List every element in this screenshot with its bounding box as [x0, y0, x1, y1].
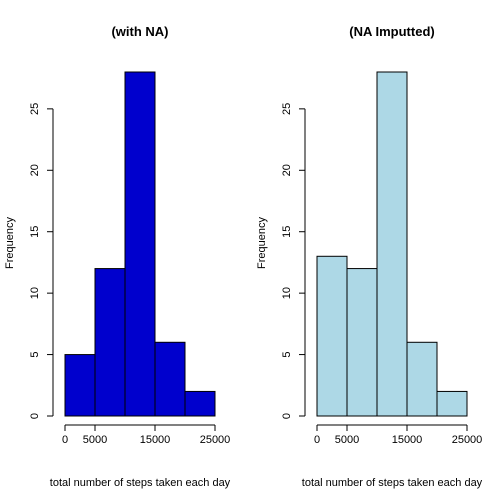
y-tick-label: 20: [281, 164, 293, 176]
histogram-bar: [155, 342, 185, 416]
histogram-bar: [95, 269, 125, 416]
x-tick-label: 25000: [452, 434, 483, 446]
x-axis-label: total number of steps taken each day: [50, 477, 231, 489]
y-axis-label: Frequency: [4, 217, 16, 269]
histogram-bar: [65, 355, 95, 416]
x-tick-label: 15000: [392, 434, 423, 446]
histogram-bar: [317, 256, 347, 416]
bars-group: [317, 72, 467, 416]
histogram-bar: [185, 391, 215, 416]
y-tick-label: 5: [29, 352, 41, 358]
histogram-bar: [347, 269, 377, 416]
histogram-bar: [437, 391, 467, 416]
x-tick-label: 5000: [335, 434, 359, 446]
panel-with-na: (with NA) total number of steps taken ea…: [4, 24, 231, 489]
x-tick-label: 25000: [200, 434, 231, 446]
x-tick-label: 0: [62, 434, 68, 446]
y-tick-label: 25: [29, 103, 41, 115]
y-axis-label: Frequency: [256, 217, 268, 269]
y-tick-label: 0: [281, 413, 293, 419]
x-axis: 0 5000 15000 25000: [62, 425, 230, 446]
y-tick-label: 10: [29, 287, 41, 299]
y-tick-label: 20: [29, 164, 41, 176]
x-axis-label: total number of steps taken each day: [302, 477, 483, 489]
panel-title: (with NA): [111, 24, 168, 39]
y-tick-label: 5: [281, 352, 293, 358]
y-tick-label: 15: [281, 226, 293, 238]
x-tick-label: 0: [314, 434, 320, 446]
x-tick-label: 15000: [140, 434, 171, 446]
y-tick-label: 10: [281, 287, 293, 299]
y-tick-label: 0: [29, 413, 41, 419]
histogram-bar: [125, 72, 155, 416]
x-axis: 0 5000 15000 25000: [314, 425, 482, 446]
histogram-bar: [407, 342, 437, 416]
y-axis: 0 5 10 15 20 25: [281, 103, 305, 419]
y-tick-label: 25: [281, 103, 293, 115]
panel-title: (NA Imputted): [349, 24, 434, 39]
histogram-bar: [377, 72, 407, 416]
bars-group: [65, 72, 215, 416]
y-tick-label: 15: [29, 226, 41, 238]
panel-na-imputed: (NA Imputted) total number of steps take…: [256, 24, 483, 489]
y-axis: 0 5 10 15 20 25: [29, 103, 53, 419]
x-tick-label: 5000: [83, 434, 107, 446]
